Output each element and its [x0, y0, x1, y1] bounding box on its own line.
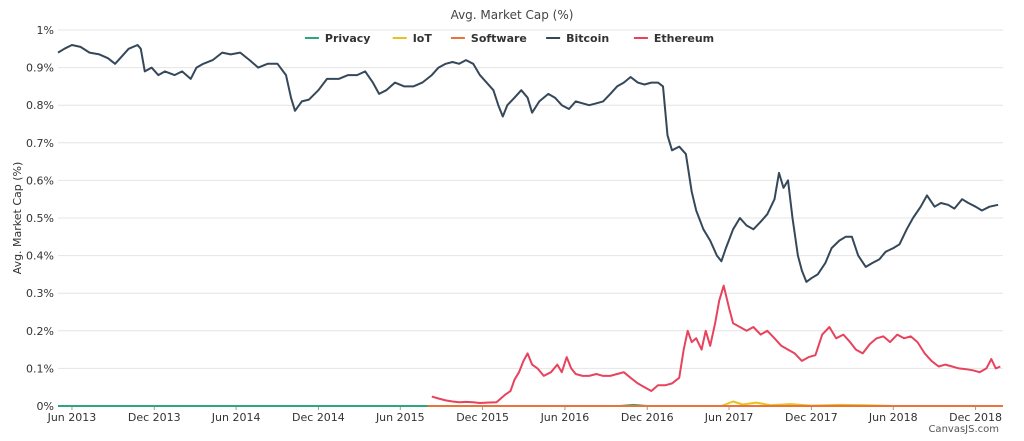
y-tick-label: 0.7%	[26, 137, 54, 150]
series-line-ethereum	[431, 284, 1001, 404]
y-tick-label: 0.9%	[26, 62, 54, 75]
x-tick-label: Jun 2013	[47, 411, 97, 424]
y-tick-label: 0.3%	[26, 287, 54, 300]
y-tick-label: 0%	[37, 400, 54, 413]
x-tick-label: Jun 2017	[704, 411, 754, 424]
credit-text[interactable]: CanvasJS.com	[928, 424, 999, 435]
legend[interactable]: Privacy IoT Software Bitcoin Ethereum	[304, 32, 714, 45]
y-tick-label: 0.1%	[26, 362, 54, 375]
legend-label: Privacy	[325, 32, 371, 45]
x-tick-label: Jun 2014	[211, 411, 261, 424]
y-axis-label: Avg. Market Cap (%)	[11, 162, 24, 275]
y-tick-label: 0.2%	[26, 325, 54, 338]
y-tick-label: 0.8%	[26, 99, 54, 112]
legend-item-ethereum[interactable]: Ethereum	[633, 32, 714, 45]
x-tick-label: Jun 2015	[375, 411, 425, 424]
x-tick-label: Jun 2016	[540, 411, 590, 424]
x-tick-label: Dec 2017	[785, 411, 838, 424]
series-line-bitcoin	[57, 44, 999, 283]
y-tick-label: 0.6%	[26, 174, 54, 187]
legend-item-bitcoin[interactable]: Bitcoin	[546, 32, 609, 45]
x-tick-label: Jun 2018	[868, 411, 918, 424]
x-tick-label: Dec 2015	[456, 411, 509, 424]
legend-item-iot[interactable]: IoT	[392, 32, 433, 45]
legend-label: Ethereum	[654, 32, 714, 45]
series-lines	[57, 44, 1003, 407]
y-tick-label: 0.5%	[26, 212, 54, 225]
x-tick-label: Dec 2013	[128, 411, 181, 424]
x-tick-label: Dec 2018	[949, 411, 1002, 424]
y-tick-label: 0.4%	[26, 250, 54, 263]
chart-title: Avg. Market Cap (%)	[451, 8, 574, 22]
legend-label: Bitcoin	[566, 32, 609, 45]
x-axis-ticks: Jun 2013 Dec 2013 Jun 2014 Dec 2014 Jun 2015…	[47, 406, 1002, 424]
y-tick-label: 1%	[37, 24, 54, 37]
legend-item-privacy[interactable]: Privacy	[304, 32, 371, 45]
gridlines	[58, 29, 1003, 369]
legend-label: Software	[471, 32, 527, 45]
y-axis-ticks: 0% 0.1% 0.2% 0.3% 0.4% 0.5% 0.6% 0.7% 0.8% 0.9% 1%	[26, 24, 54, 413]
legend-item-software[interactable]: Software	[450, 32, 527, 45]
x-tick-label: Dec 2016	[621, 411, 674, 424]
legend-label: IoT	[413, 32, 433, 45]
x-tick-label: Dec 2014	[292, 411, 345, 424]
